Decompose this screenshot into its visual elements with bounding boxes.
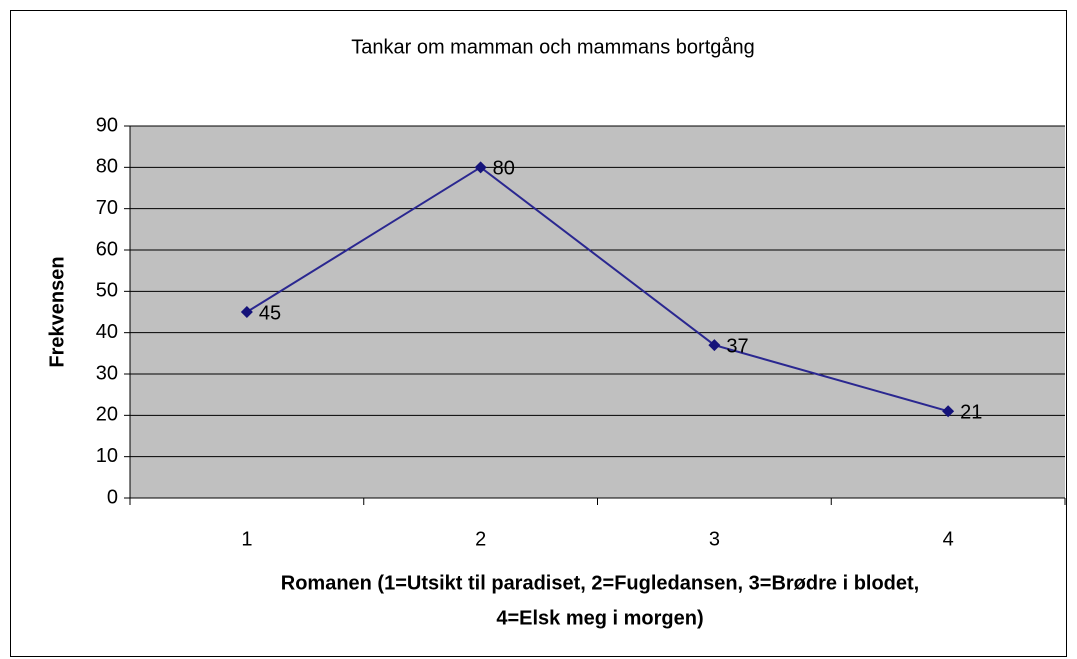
x-axis-label: Romanen (1=Utsikt til paradiset, 2=Fugle… <box>281 572 920 594</box>
y-axis-label: Frekvensen <box>46 256 68 367</box>
y-tick-label: 0 <box>107 486 118 508</box>
data-label: 80 <box>493 158 515 180</box>
x-tick-label: 3 <box>709 528 720 550</box>
y-tick-label: 60 <box>96 238 118 260</box>
y-tick-label: 10 <box>96 445 118 467</box>
plot-area <box>130 126 1065 498</box>
y-tick-label: 30 <box>96 362 118 384</box>
y-tick-label: 50 <box>96 280 118 302</box>
y-tick-label: 80 <box>96 156 118 178</box>
chart-title: Tankar om mamman och mammans bortgång <box>351 36 755 58</box>
marker <box>474 161 487 174</box>
data-label: 45 <box>259 302 281 324</box>
y-tick-label: 70 <box>96 197 118 219</box>
y-tick-label: 40 <box>96 321 118 343</box>
y-tick-label: 90 <box>96 114 118 136</box>
marker <box>240 306 253 318</box>
data-label: 21 <box>960 401 982 423</box>
data-label: 37 <box>726 335 748 357</box>
x-tick-label: 4 <box>943 528 954 550</box>
x-axis-label: 4=Elsk meg i morgen) <box>496 607 703 629</box>
marker <box>942 405 955 418</box>
y-tick-label: 20 <box>96 404 118 426</box>
x-tick-label: 1 <box>241 528 252 550</box>
line-series <box>246 166 949 413</box>
x-tick-label: 2 <box>475 528 486 550</box>
marker <box>708 339 721 352</box>
